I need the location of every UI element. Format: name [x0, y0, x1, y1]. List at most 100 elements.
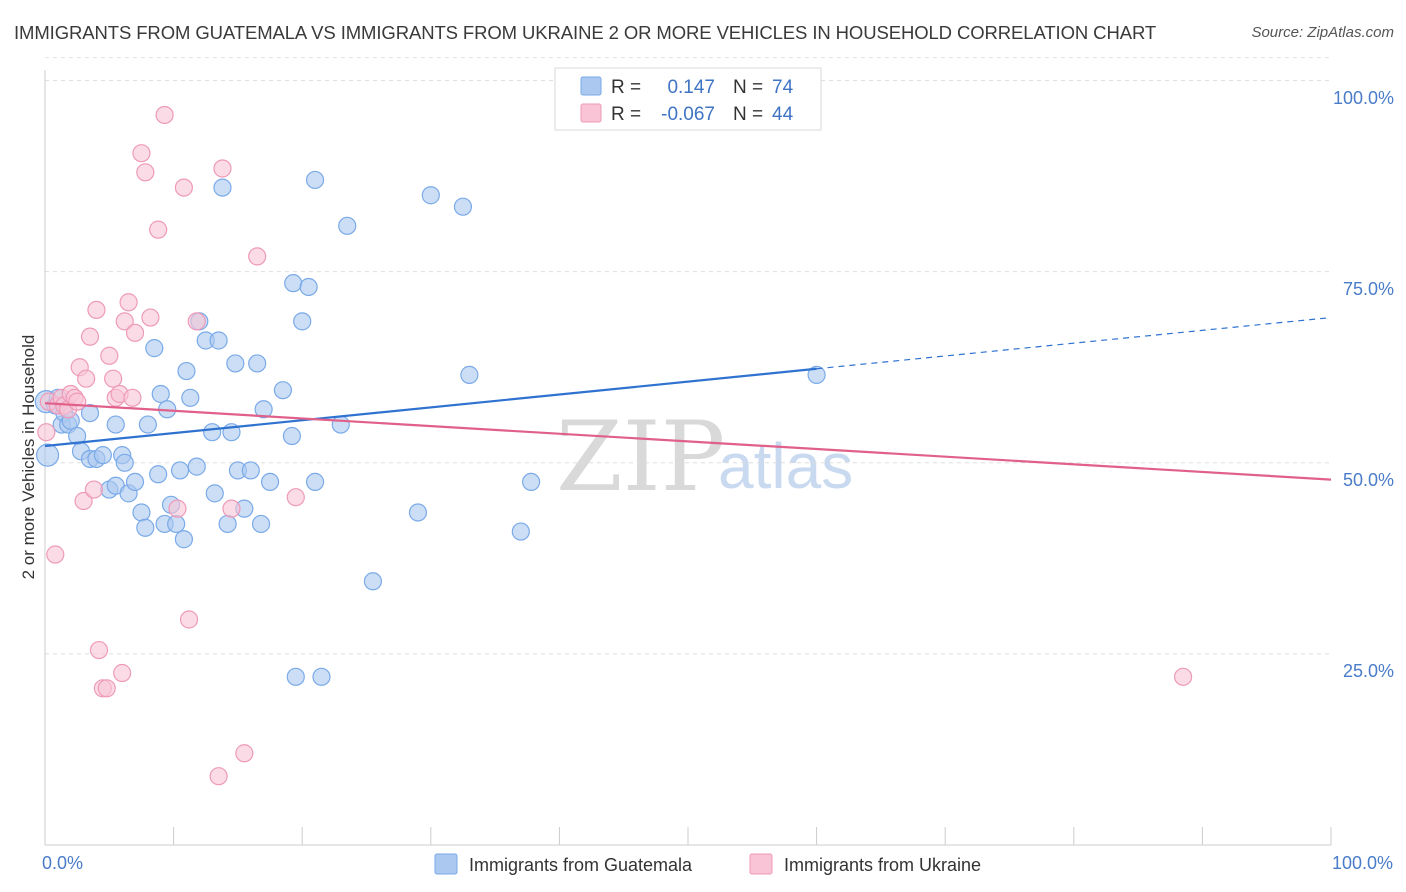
point-guatemala-31	[170, 461, 190, 480]
point-ukraine-16	[89, 640, 109, 660]
chart-title: IMMIGRANTS FROM GUATEMALA VS IMMIGRANTS …	[14, 22, 1157, 43]
point-guatemala-50	[254, 400, 273, 419]
point-ukraine-24	[115, 312, 134, 331]
point-guatemala-65	[421, 186, 440, 205]
point-guatemala-69	[522, 472, 541, 491]
point-ukraine-0	[37, 423, 56, 442]
point-guatemala-20	[125, 472, 145, 491]
trendline-guatemala	[44, 367, 817, 448]
point-ukraine-40	[235, 744, 254, 763]
bottom-legend-label-guatemala: Immigrants from Guatemala	[469, 855, 693, 875]
point-guatemala-64	[408, 503, 428, 522]
point-guatemala-16	[106, 415, 125, 434]
legend-n-label-ukraine: N =	[733, 104, 763, 125]
point-ukraine-27	[125, 323, 145, 342]
point-ukraine-19	[100, 346, 119, 365]
legend-n-value-guatemala: 74	[772, 77, 794, 98]
point-ukraine-18	[97, 679, 116, 698]
legend-n-label-guatemala: N =	[733, 77, 763, 98]
point-ukraine-39	[222, 499, 241, 518]
legend-r-label-guatemala: R =	[611, 77, 641, 98]
legend-r-value-guatemala: 0.147	[667, 77, 715, 98]
trendline-guatemala-extension	[816, 316, 1332, 370]
bottom-legend-label-ukraine: Immigrants from Ukraine	[784, 855, 981, 875]
point-ukraine-12	[77, 369, 96, 388]
trendlines	[44, 316, 1332, 481]
point-guatemala-39	[205, 484, 224, 503]
point-ukraine-25	[119, 293, 138, 312]
legend-r-value-ukraine: -0.067	[661, 104, 715, 125]
point-guatemala-40	[209, 331, 228, 350]
watermark-atlas: atlas	[718, 430, 853, 502]
point-ukraine-41	[248, 247, 267, 266]
y-tick-label-75: 75.0%	[1343, 279, 1394, 299]
point-ukraine-2	[46, 545, 65, 564]
bottom-legend-swatch-guatemala	[434, 853, 458, 875]
series-guatemala-points	[34, 170, 826, 686]
point-guatemala-62	[338, 216, 357, 235]
point-ukraine-36	[187, 312, 206, 331]
point-ukraine-13	[80, 327, 100, 346]
point-guatemala-59	[305, 170, 325, 190]
point-ukraine-31	[149, 220, 168, 239]
correlation-legend: R = 0.147 N = 74 R = -0.067 N = 44	[554, 67, 822, 131]
point-guatemala-41	[213, 178, 232, 197]
point-guatemala-55	[286, 667, 305, 686]
x-tick-label-100: 100.0%	[1332, 853, 1393, 873]
y-axis-label: 2 or more Vehicles in Household	[19, 335, 38, 580]
point-guatemala-21	[132, 503, 151, 522]
legend-r-label-ukraine: R =	[611, 104, 641, 125]
point-ukraine-23	[113, 663, 132, 683]
point-guatemala-56	[293, 312, 312, 331]
point-guatemala-26	[151, 384, 170, 404]
point-guatemala-61	[331, 415, 350, 434]
point-guatemala-60	[312, 667, 331, 686]
point-guatemala-48	[248, 354, 267, 373]
point-guatemala-53	[282, 426, 302, 446]
point-guatemala-32	[174, 530, 193, 549]
point-ukraine-43	[1174, 667, 1193, 686]
point-guatemala-1	[35, 443, 60, 467]
point-guatemala-57	[299, 277, 318, 297]
point-ukraine-33	[168, 499, 187, 518]
point-guatemala-23	[138, 415, 157, 434]
point-ukraine-35	[179, 610, 199, 629]
point-ukraine-11	[74, 491, 93, 511]
point-guatemala-13	[93, 446, 112, 465]
point-guatemala-70	[807, 365, 826, 384]
point-ukraine-37	[209, 767, 228, 786]
point-ukraine-30	[141, 308, 160, 327]
point-ukraine-28	[132, 144, 151, 163]
y-tick-label-50: 50.0%	[1343, 470, 1394, 490]
point-guatemala-58	[305, 472, 325, 491]
point-guatemala-51	[260, 472, 280, 491]
point-guatemala-67	[460, 365, 479, 384]
point-ukraine-20	[104, 369, 123, 388]
point-guatemala-24	[145, 339, 164, 358]
point-ukraine-9	[68, 392, 87, 411]
point-guatemala-34	[181, 388, 200, 407]
x-axis-ticks	[44, 827, 1332, 845]
bottom-legend-swatch-ukraine	[749, 853, 773, 875]
legend-swatch-ukraine	[580, 103, 602, 123]
watermark-zip: ZIP	[556, 401, 725, 513]
point-guatemala-47	[241, 461, 260, 480]
x-tick-label-0: 0.0%	[42, 853, 83, 873]
point-guatemala-38	[203, 423, 222, 442]
series-legend: Immigrants from Guatemala Immigrants fro…	[434, 853, 981, 875]
point-guatemala-25	[149, 465, 168, 484]
point-guatemala-68	[511, 522, 530, 541]
point-guatemala-33	[177, 361, 196, 381]
point-ukraine-32	[155, 105, 174, 125]
series-ukraine-points	[37, 105, 1193, 786]
point-guatemala-66	[453, 197, 473, 216]
y-tick-label-25: 25.0%	[1343, 661, 1394, 681]
point-guatemala-52	[273, 381, 293, 400]
point-ukraine-42	[286, 488, 305, 507]
legend-n-value-ukraine: 44	[772, 104, 794, 125]
y-tick-label-100: 100.0%	[1333, 88, 1394, 108]
point-guatemala-18	[115, 453, 134, 472]
point-guatemala-22	[136, 518, 155, 537]
point-ukraine-26	[123, 388, 142, 407]
